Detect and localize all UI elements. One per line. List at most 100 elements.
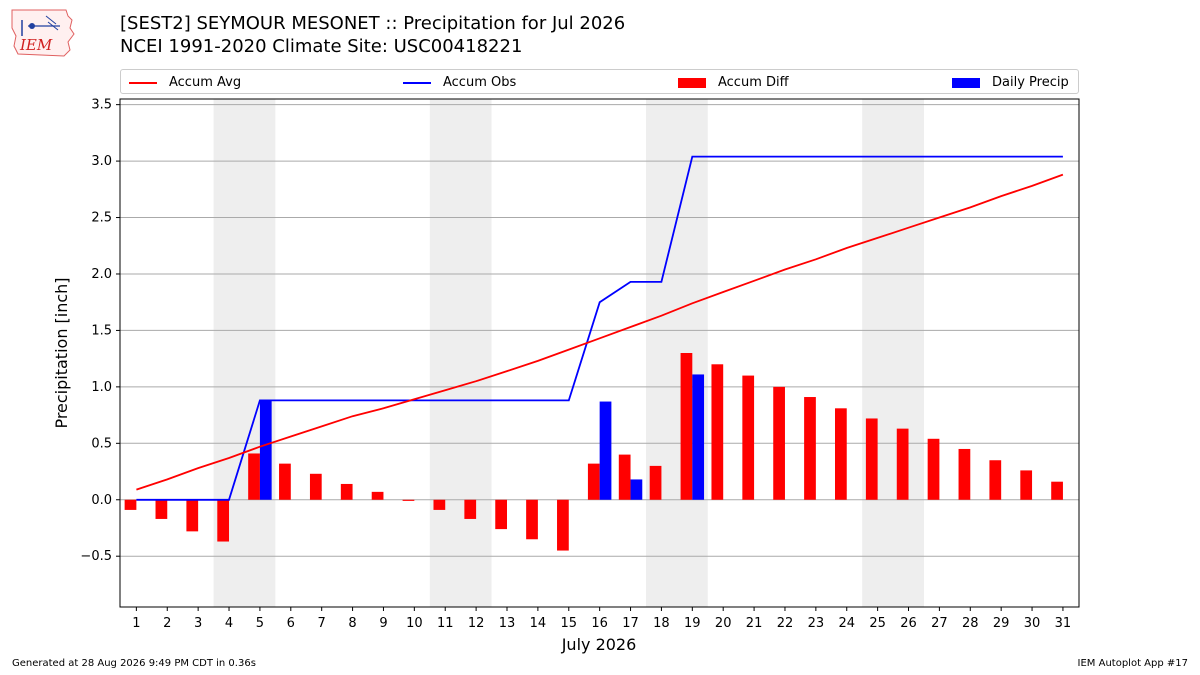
y-axis-ticks: −0.5 0.0 0.5 1.0 1.5 2.0 2.5 3.0 3.5 (80, 98, 120, 564)
y-tick-label: −0.5 (80, 549, 112, 564)
accum-diff-bar (804, 397, 816, 500)
app-label: IEM Autoplot App #17 (1077, 658, 1188, 669)
accum-diff-bar (155, 499, 168, 519)
x-tick-label: 8 (348, 616, 356, 631)
x-tick-label: 2 (163, 616, 171, 631)
accum-diff-bar (618, 454, 631, 500)
x-tick-label: 27 (931, 616, 948, 631)
accum-diff-bar (773, 386, 785, 500)
x-tick-label: 19 (684, 616, 701, 631)
x-tick-label: 6 (287, 616, 295, 631)
y-tick-label: 2.5 (91, 211, 112, 226)
y-tick-label: 1.0 (91, 380, 112, 395)
legend-item-accum-avg: Accum Avg (129, 70, 241, 95)
accum-diff-bar (309, 473, 322, 500)
chart-title: [SEST2] SEYMOUR MESONET :: Precipitation… (120, 12, 625, 58)
legend-swatch-accum-diff (678, 77, 706, 88)
y-tick-label: 0.5 (91, 436, 112, 451)
x-tick-label: 17 (622, 616, 639, 631)
x-tick-label: 16 (591, 616, 608, 631)
accum-diff-bar (958, 448, 971, 500)
accum-diff-bar (680, 353, 693, 500)
legend-swatch-daily-precip (952, 77, 980, 88)
accum-lines (136, 155, 1064, 501)
x-tick-label: 23 (808, 616, 825, 631)
legend-item-daily-precip: Daily Precip (952, 70, 1069, 95)
y-tick-label: 1.5 (91, 323, 112, 338)
accum-diff-bar (1020, 470, 1033, 500)
accum-diff-bar (402, 499, 415, 501)
accum-diff-bar (186, 499, 199, 532)
accum-diff-bar (711, 364, 724, 500)
x-tick-label: 31 (1055, 616, 1072, 631)
x-tick-label: 29 (993, 616, 1010, 631)
legend-item-accum-obs: Accum Obs (403, 70, 516, 95)
legend-label-accum-obs: Accum Obs (443, 75, 517, 90)
legend-item-accum-diff: Accum Diff (678, 70, 789, 95)
x-tick-label: 24 (838, 616, 855, 631)
x-tick-label: 11 (437, 616, 454, 631)
x-tick-label: 15 (560, 616, 577, 631)
x-tick-label: 3 (194, 616, 202, 631)
daily-precip-bar (259, 400, 272, 500)
x-tick-label: 1 (132, 616, 140, 631)
accum-diff-bar (1051, 481, 1063, 500)
y-tick-label: 2.0 (91, 267, 112, 282)
x-tick-label: 22 (777, 616, 794, 631)
logo-text: IEM (19, 36, 53, 54)
accum-diff-bar (217, 499, 230, 542)
legend-label-accum-diff: Accum Diff (718, 75, 789, 90)
x-tick-label: 26 (900, 616, 917, 631)
x-axis-ticks: 1 2 3 4 5 6 7 8 9 10 11 12 13 14 15 16 17 18 19 20 21 22 23 24 2… (132, 607, 1071, 631)
weekend-band-2 (429, 99, 492, 607)
y-tick-label: 3.0 (91, 154, 112, 169)
x-tick-label: 30 (1024, 616, 1041, 631)
accum-diff-bar (865, 418, 878, 500)
accum-diff-bar (495, 499, 507, 530)
daily-precip-bar (692, 374, 705, 500)
accum-diff-bar (896, 428, 909, 500)
accum-diff-bar (835, 408, 847, 500)
title-line-2: NCEI 1991-2020 Climate Site: USC00418221 (120, 36, 523, 57)
weekend-band-4 (862, 99, 924, 607)
legend-label-accum-avg: Accum Avg (169, 75, 242, 90)
legend-swatch-accum-avg (129, 81, 157, 84)
accum-diff-bar (279, 463, 291, 500)
iem-logo: IEM (11, 9, 75, 57)
y-tick-label: 3.5 (91, 98, 112, 113)
x-tick-label: 7 (318, 616, 326, 631)
x-tick-label: 25 (869, 616, 886, 631)
accum-diff-bar (927, 438, 940, 500)
x-tick-label: 28 (962, 616, 979, 631)
title-line-1: [SEST2] SEYMOUR MESONET :: Precipitation… (120, 13, 626, 34)
accum-diff-bar (248, 453, 260, 500)
legend: Accum Avg Accum Obs Accum Diff Daily Pre… (120, 69, 1079, 94)
x-tick-label: 12 (468, 616, 485, 631)
x-tick-label: 13 (499, 616, 516, 631)
accum-diff-bar (649, 465, 662, 500)
x-tick-label: 21 (746, 616, 763, 631)
accum-avg-line (136, 173, 1064, 491)
generated-timestamp: Generated at 28 Aug 2026 9:49 PM CDT in … (12, 658, 256, 669)
weekend-band-3 (645, 99, 708, 607)
accum-diff-bar (526, 499, 538, 540)
daily-precip-bar (630, 479, 643, 500)
x-axis-label: July 2026 (561, 635, 637, 654)
x-tick-label: 10 (406, 616, 423, 631)
x-tick-label: 14 (530, 616, 547, 631)
accum-diff-bar (464, 499, 477, 519)
x-tick-label: 5 (256, 616, 264, 631)
accum-diff-bar (340, 483, 353, 500)
y-axis-label: Precipitation [inch] (52, 277, 71, 428)
accum-diff-bar (371, 491, 384, 500)
y-tick-label: 0.0 (91, 493, 112, 508)
daily-precip-bar (599, 401, 612, 500)
accum-diff-bar (557, 499, 569, 551)
accum-diff-bars (124, 353, 1063, 551)
x-tick-label: 4 (225, 616, 233, 631)
accum-diff-bar (433, 499, 446, 510)
accum-diff-bar (742, 375, 755, 500)
x-tick-label: 9 (379, 616, 387, 631)
accum-obs-line (136, 155, 1063, 501)
